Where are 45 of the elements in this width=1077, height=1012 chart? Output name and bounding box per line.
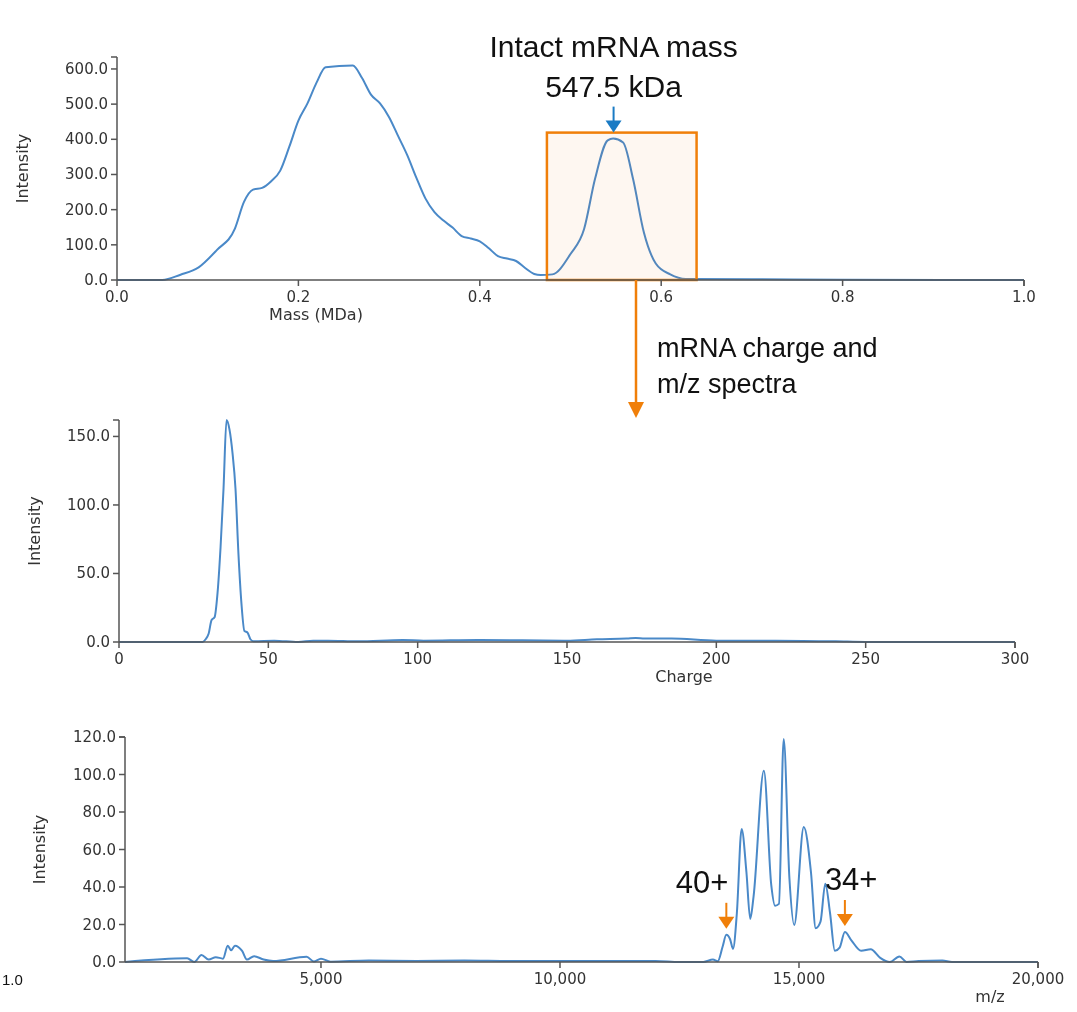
y-tick-label: 120.0 — [73, 728, 116, 746]
x-tick-label: 300 — [1000, 650, 1030, 668]
x-tick-label: 50 — [258, 650, 278, 668]
x-axis-title: Mass (MDa) — [269, 305, 363, 324]
y-tick-label: 50.0 — [76, 564, 110, 583]
y-tick-label: 0.0 — [92, 953, 116, 971]
y-tick-label: 300.0 — [65, 165, 108, 184]
annotation: Intact mRNA mass 547.5 kDa — [489, 29, 738, 103]
y-tick-label: 100.0 — [67, 495, 110, 514]
y-tick-label: 20.0 — [82, 915, 116, 934]
x-tick-label: 200 — [702, 650, 731, 668]
x-axis-title: m/z — [975, 987, 1005, 1006]
y-tick-label: 500.0 — [65, 95, 108, 114]
x-tick-label: 0.0 — [105, 288, 129, 306]
y-tick-label: 100.0 — [65, 235, 108, 254]
x-tick-label: 20,000 — [1011, 970, 1065, 988]
x-tick-label: 10,000 — [533, 970, 587, 988]
y-axis-title: Intensity — [13, 133, 32, 204]
x-tick-label: 250 — [851, 650, 880, 668]
y-tick-label: 200.0 — [65, 200, 108, 219]
x-tick-label: 0.6 — [649, 288, 674, 306]
y-tick-label: 60.0 — [82, 840, 116, 859]
y-tick-label: 80.0 — [82, 803, 116, 821]
y-tick-label: 150.0 — [67, 427, 110, 446]
x-tick-label: 0.8 — [830, 288, 855, 306]
x-tick-label: 15,000 — [772, 970, 826, 988]
y-tick-label: 600.0 — [65, 59, 108, 78]
annotation: 40+ — [675, 864, 729, 900]
annotation: 34+ — [824, 862, 878, 897]
y-tick-label: 400.0 — [65, 130, 108, 149]
y-tick-label: 0.0 — [86, 633, 110, 651]
x-tick-label: 150 — [552, 650, 582, 668]
y-tick-label: 40.0 — [82, 878, 116, 896]
x-tick-label: 0 — [114, 650, 124, 668]
x-tick-label: 5,000 — [299, 970, 343, 988]
x-tick-label: 1.0 — [1012, 288, 1036, 306]
y-tick-label: 0.0 — [84, 271, 108, 289]
x-tick-label: 100 — [403, 650, 432, 668]
x-tick-label: 0.4 — [467, 288, 492, 306]
text: mRNA charge and m/z spectra — [657, 333, 878, 399]
y-axis-title: Intensity — [25, 496, 44, 566]
x-tick-label: 0.2 — [286, 288, 311, 306]
x-axis-title: Charge — [655, 667, 713, 686]
y-tick-label: 100.0 — [73, 765, 116, 784]
y-axis-title: Intensity — [30, 814, 49, 885]
